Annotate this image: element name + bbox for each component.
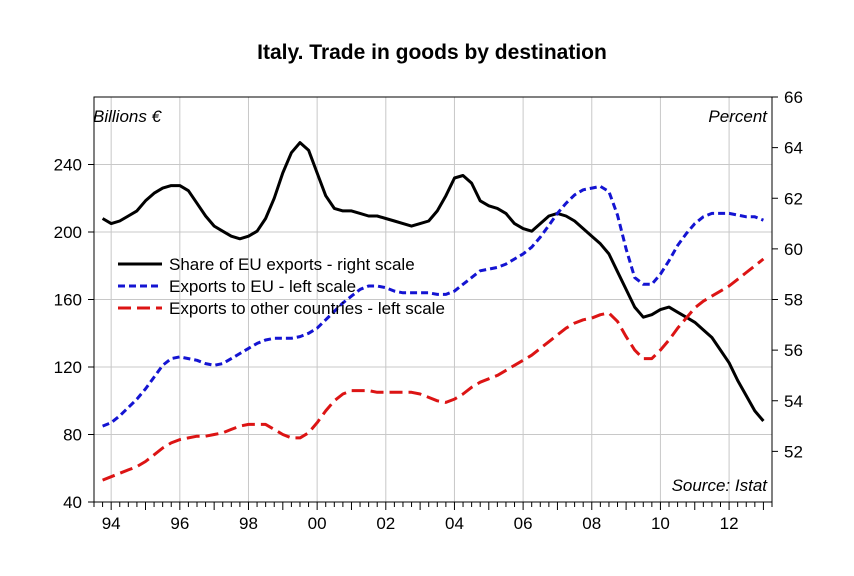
right-y-axis: 52 54 56 58 60 62 64 66 xyxy=(772,88,803,461)
left-tick-label: 160 xyxy=(54,291,82,310)
right-tick-label: 56 xyxy=(784,341,803,360)
x-tick-label: 10 xyxy=(651,514,670,533)
right-tick-label: 64 xyxy=(784,139,803,158)
left-tick-label: 200 xyxy=(54,223,82,242)
right-tick-label: 58 xyxy=(784,291,803,310)
right-tick-label: 62 xyxy=(784,189,803,208)
right-tick-label: 60 xyxy=(784,240,803,259)
x-tick-label: 06 xyxy=(514,514,533,533)
series-line-3 xyxy=(102,257,765,482)
x-tick-label: 04 xyxy=(445,514,464,533)
left-tick-label: 80 xyxy=(63,426,82,445)
right-tick-label: 66 xyxy=(784,88,803,107)
legend-label: Exports to EU - left scale xyxy=(169,277,356,296)
right-unit-label: Percent xyxy=(708,107,768,126)
gridlines xyxy=(94,97,772,502)
left-unit-label: Billions € xyxy=(93,107,163,126)
x-tick-label: 02 xyxy=(376,514,395,533)
x-tick-label: 08 xyxy=(582,514,601,533)
x-tick-label: 12 xyxy=(720,514,739,533)
left-tick-label: 120 xyxy=(54,358,82,377)
legend-label: Exports to other countries - left scale xyxy=(169,299,445,318)
plot-area-frame xyxy=(93,96,773,503)
series-lines xyxy=(101,141,765,482)
x-tick-label: 96 xyxy=(170,514,189,533)
left-y-axis: 40 80 120 160 200 240 xyxy=(54,156,94,512)
left-tick-label: 240 xyxy=(54,156,82,175)
x-tick-label: 00 xyxy=(308,514,327,533)
x-tick-label: 98 xyxy=(239,514,258,533)
series-line-1 xyxy=(101,141,765,422)
chart-title: Italy. Trade in goods by destination xyxy=(257,41,607,64)
x-axis-ticks: 94 96 98 00 02 04 06 08 10 12 xyxy=(93,502,773,533)
source-note: Source: Istat xyxy=(672,476,769,495)
series-line-2 xyxy=(102,184,764,428)
right-tick-label: 54 xyxy=(784,392,803,411)
right-tick-label: 52 xyxy=(784,442,803,461)
legend: Share of EU exports - right scale Exports… xyxy=(118,255,445,318)
x-tick-label: 94 xyxy=(102,514,121,533)
legend-label: Share of EU exports - right scale xyxy=(169,255,415,274)
left-tick-label: 40 xyxy=(63,493,82,512)
